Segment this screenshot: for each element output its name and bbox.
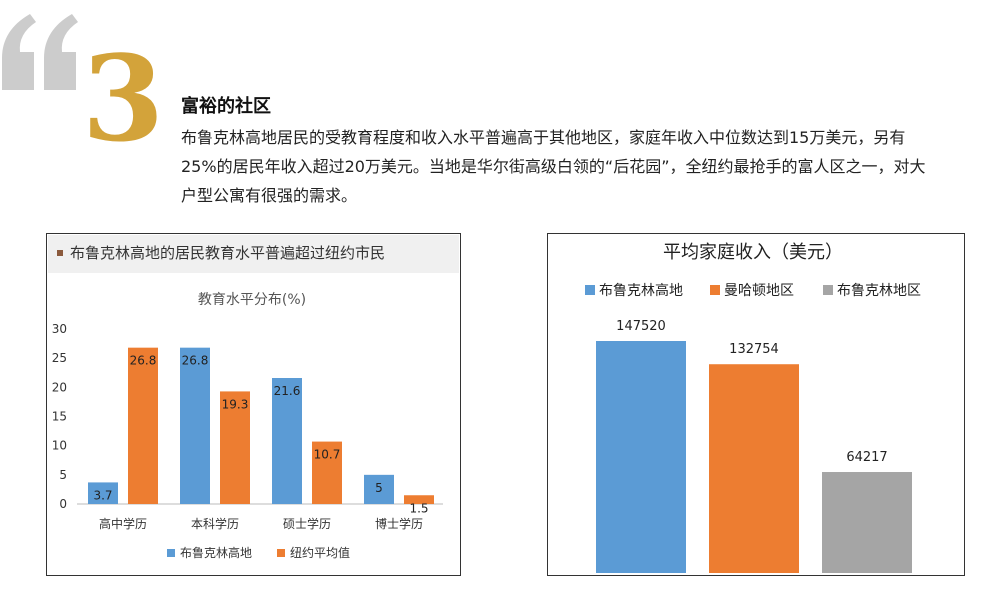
bar-brooklyn-heights — [272, 378, 302, 504]
panel-header-text: 布鲁克林高地的居民教育水平普遍超过纽约市民 — [70, 244, 386, 262]
intro-paragraph: 布鲁克林高地居民的受教育程度和收入水平普遍高于其他地区，家庭年收入中位数达到15… — [181, 128, 926, 205]
legend-label: 布鲁克林地区 — [837, 283, 921, 299]
bar-nyc-average — [128, 347, 158, 504]
income-chart: 平均家庭收入（美元） 布鲁克林高地 曼哈顿地区 布鲁克林地区 147520 132754 6… — [585, 242, 921, 573]
legend-label: 纽约平均值 — [290, 545, 350, 560]
x-tick-label: 高中学历 — [99, 516, 147, 531]
data-label: 21.6 — [274, 384, 301, 398]
x-tick-label: 本科学历 — [191, 516, 239, 531]
y-tick-label: 15 — [52, 410, 67, 424]
data-label: 147520 — [616, 319, 666, 334]
income-chart-panel: 平均家庭收入（美元） 布鲁克林高地 曼哈顿地区 布鲁克林地区 147520 132754 6… — [547, 233, 965, 576]
legend-swatch — [823, 285, 833, 295]
quote-mark-icon — [2, 14, 78, 90]
bullet-icon — [57, 250, 63, 256]
data-label: 5 — [375, 481, 383, 495]
legend-swatch — [167, 549, 175, 557]
panel-header: 布鲁克林高地的居民教育水平普遍超过纽约市民 — [48, 235, 459, 273]
data-label: 132754 — [729, 342, 779, 357]
x-tick-label: 硕士学历 — [283, 516, 331, 531]
income-bar — [596, 341, 686, 573]
y-tick-label: 0 — [59, 497, 67, 511]
data-label: 1.5 — [409, 501, 428, 515]
y-tick-label: 5 — [59, 468, 67, 482]
data-label: 10.7 — [314, 448, 341, 462]
x-tick-label: 博士学历 — [375, 516, 423, 531]
education-chart-panel: 布鲁克林高地的居民教育水平普遍超过纽约市民 教育水平分布(%) 0 5 10 15 20 2… — [46, 233, 461, 576]
legend-label: 曼哈顿地区 — [724, 283, 794, 299]
bar-brooklyn-heights — [180, 347, 210, 504]
y-tick-label: 30 — [52, 322, 67, 336]
bar-brooklyn-heights — [88, 482, 118, 504]
education-chart: 教育水平分布(%) 0 5 10 15 20 25 30 高中学历 3.7 26.8 本科学历 26.8… — [52, 292, 443, 560]
bar-nyc-average — [220, 391, 250, 504]
data-label: 26.8 — [130, 354, 157, 368]
y-tick-label: 25 — [52, 351, 67, 365]
bar-brooklyn-heights — [364, 474, 394, 504]
legend-swatch — [585, 285, 595, 295]
data-label: 26.8 — [182, 354, 209, 368]
data-label: 64217 — [846, 450, 887, 465]
y-tick-label: 10 — [52, 439, 67, 453]
data-label: 19.3 — [222, 397, 249, 411]
section-title: 富裕的社区 — [181, 96, 271, 117]
chart-title: 平均家庭收入（美元） — [663, 242, 843, 263]
legend-swatch — [277, 549, 285, 557]
chart-title: 教育水平分布(%) — [198, 292, 306, 308]
data-label: 3.7 — [93, 488, 112, 502]
legend-swatch — [710, 285, 720, 295]
bar-nyc-average — [312, 441, 342, 504]
income-bar — [709, 364, 799, 573]
section-number: 3 — [82, 29, 165, 168]
legend-label: 布鲁克林高地 — [180, 545, 252, 560]
legend-label: 布鲁克林高地 — [599, 282, 683, 299]
bar-nyc-average — [404, 495, 434, 504]
income-bar — [822, 472, 912, 573]
y-tick-label: 20 — [52, 380, 67, 394]
